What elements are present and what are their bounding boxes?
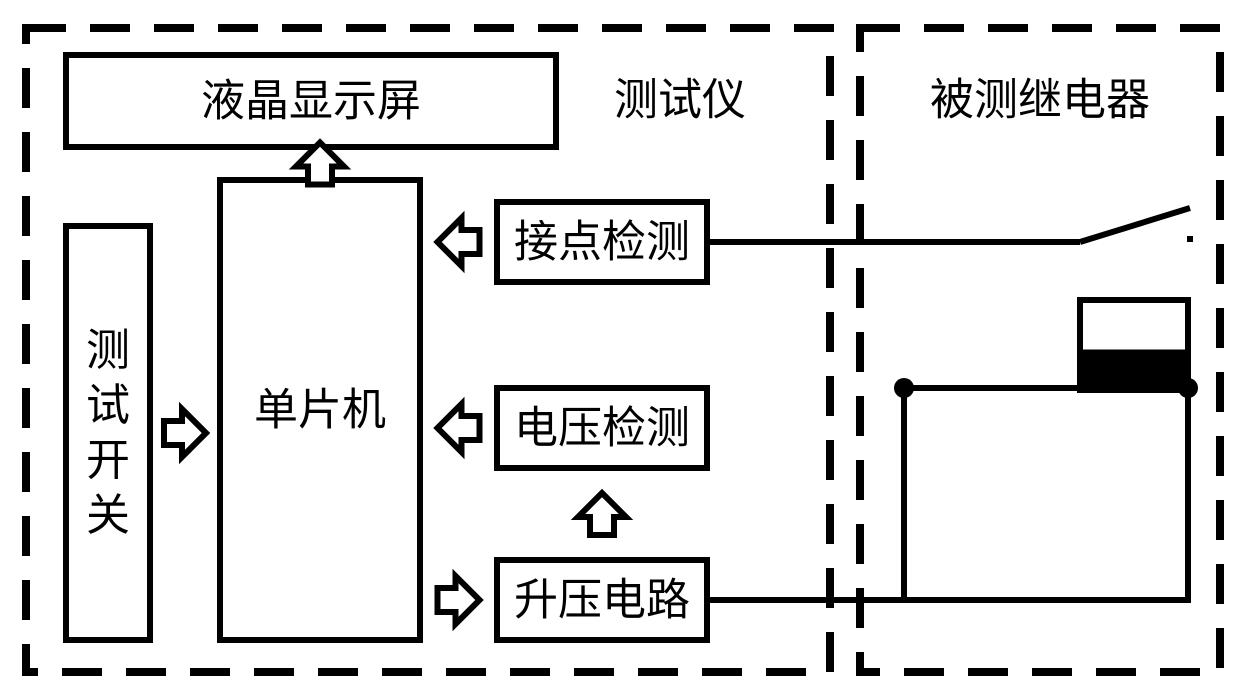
svg-text:电压检测: 电压检测 [514, 404, 690, 453]
svg-text:被测继电器: 被测继电器 [930, 76, 1150, 125]
wire-coil-left [904, 388, 1080, 390]
svg-text:液晶显示屏: 液晶显示屏 [201, 77, 421, 126]
svg-text:开: 开 [86, 436, 130, 485]
svg-text:接点检测: 接点检测 [514, 218, 690, 267]
mcu-block: 单片机 [220, 180, 420, 640]
svg-text:单片机: 单片机 [254, 386, 386, 435]
contact-block: 接点检测 [497, 202, 707, 282]
svg-text:升压电路: 升压电路 [514, 576, 690, 625]
svg-text:关: 关 [86, 491, 130, 540]
voltage-block: 电压检测 [497, 388, 707, 468]
svg-text:测试仪: 测试仪 [614, 76, 746, 125]
switch-block: 测试开关 [66, 226, 150, 640]
lcd-block: 液晶显示屏 [66, 55, 556, 147]
svg-text:测: 测 [86, 326, 130, 375]
svg-text:试: 试 [86, 381, 130, 430]
boost-block: 升压电路 [497, 560, 707, 640]
